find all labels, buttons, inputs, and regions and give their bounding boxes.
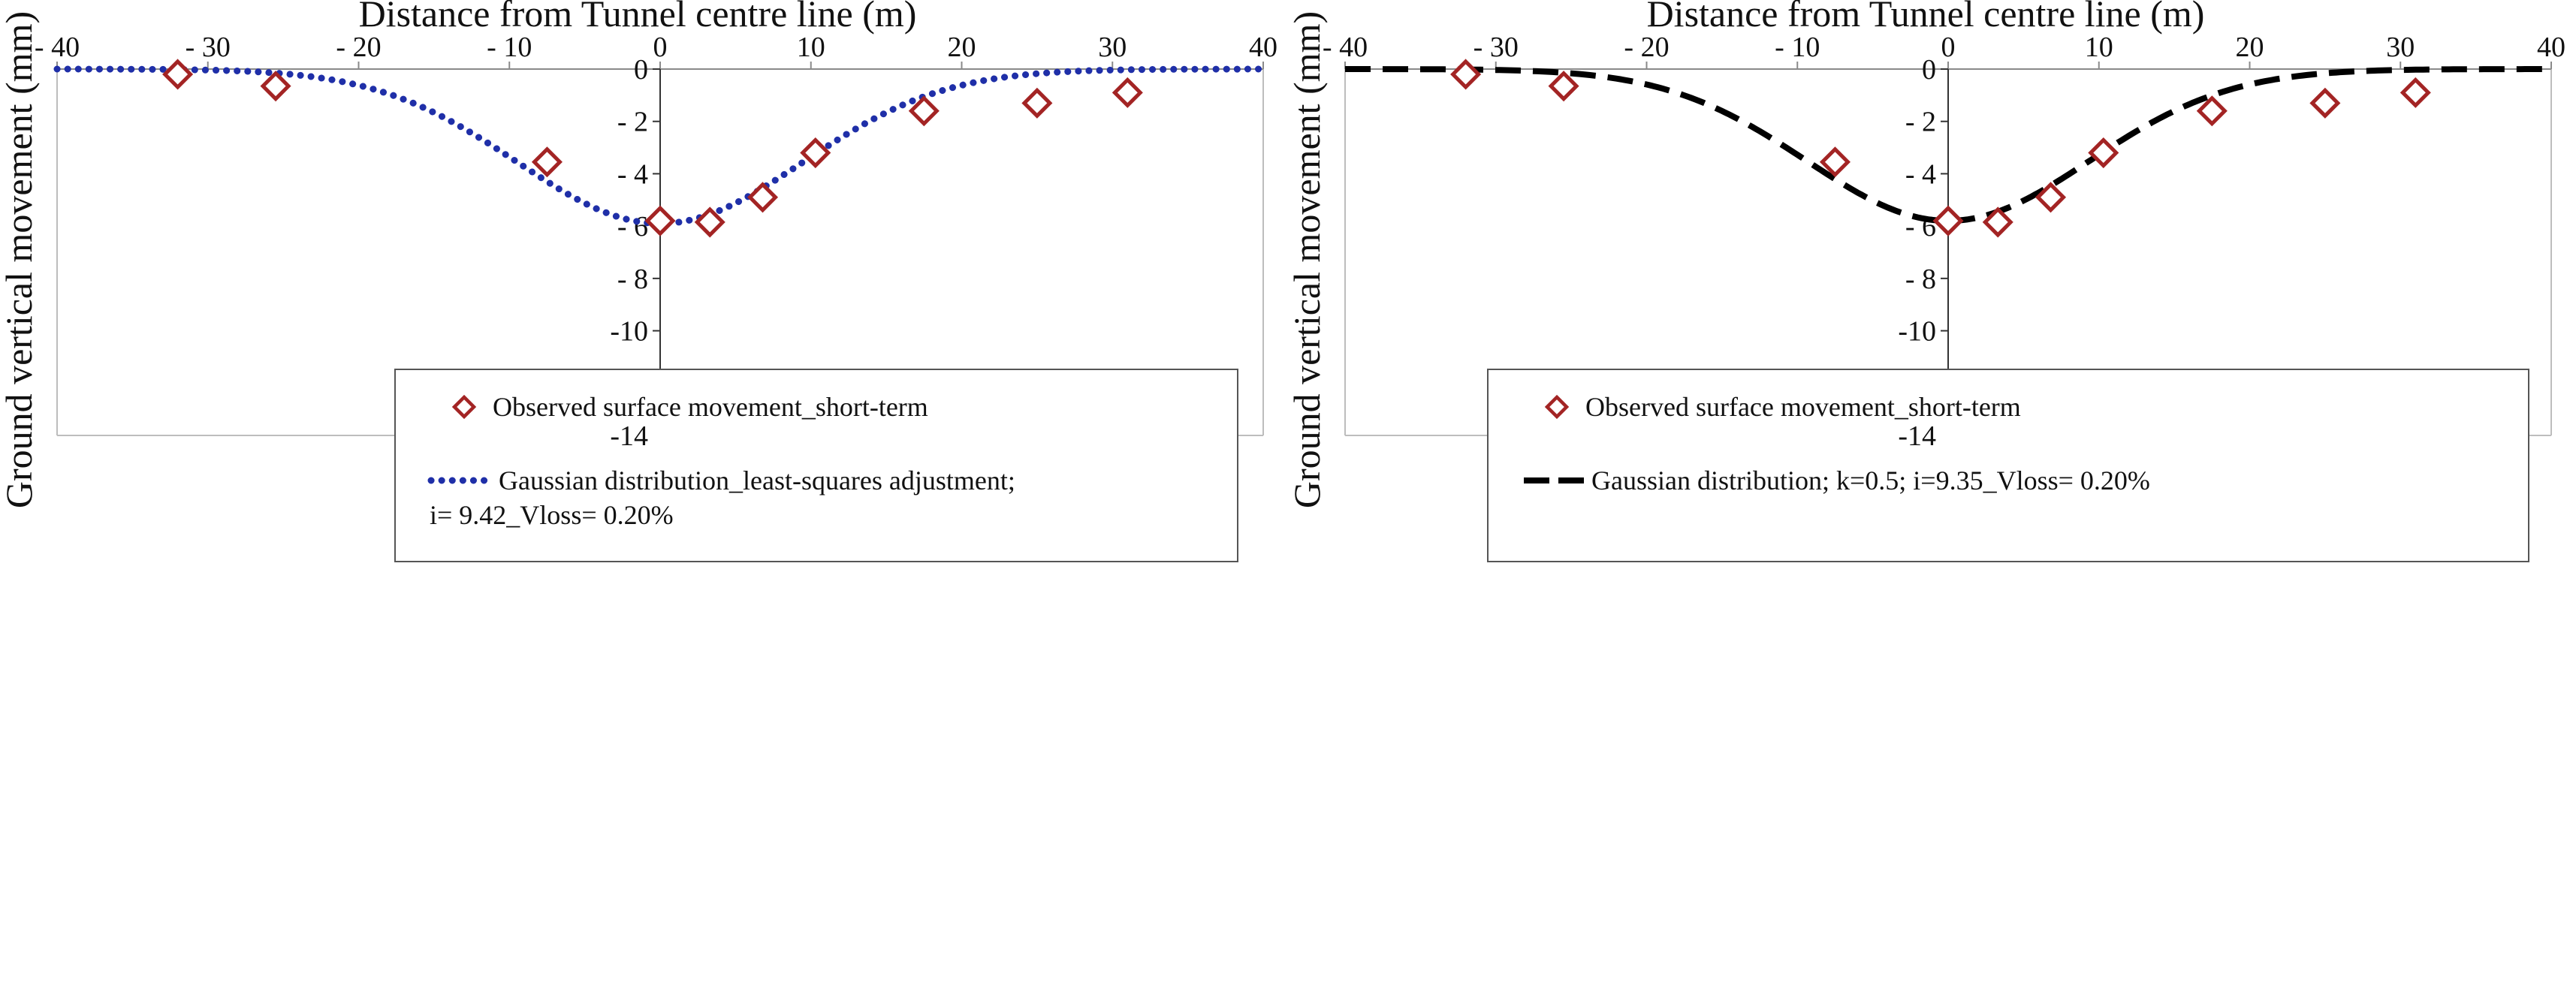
y-tick-label: - 8 [1905, 264, 1936, 295]
observed-point-diamond [162, 59, 194, 90]
observed-point-diamond [1450, 59, 1482, 90]
gaussian-curve [1345, 66, 2551, 224]
x-tick-label: 10 [797, 32, 825, 63]
legend-label-observed: Observed surface movement_short-term [1585, 392, 2021, 422]
observed-point-diamond [2035, 182, 2067, 213]
chart-panel-right: - 40- 30- 20- 10 0 10 20 30 40 0- 2- 4- 6- 8 -1… [1286, 0, 2565, 994]
x-tick-label: 30 [2386, 32, 2415, 63]
observed-point-diamond [1548, 71, 1579, 102]
observed-point-diamond [694, 206, 725, 238]
observed-point-diamond [260, 71, 291, 102]
y-tick-label-bottom: -14 [610, 420, 648, 452]
chart-panel-left: - 40 - 30 - 20 - 10 0 10 20 30 40 0 - 2 - 4 - 6 - 8 -1… [0, 0, 1277, 994]
x-tick-label: 30 [1098, 32, 1127, 63]
settlement-chart-least-squares: - 40 - 30 - 20 - 10 0 10 20 30 40 0 - 2 - 4 - 6 - 8 -1… [0, 0, 1277, 562]
y-tick-label: 0 [1922, 54, 1936, 86]
x-tick-label: 20 [948, 32, 976, 63]
x-tick-label: 20 [2236, 32, 2264, 63]
x-tick-label: 0 [653, 32, 668, 63]
observed-point-diamond [2088, 137, 2119, 169]
observed-point-diamond [2309, 87, 2341, 119]
y-tick-label: 0 [634, 54, 648, 86]
x-tick-label: 40 [2537, 32, 2565, 63]
legend-label-gaussian: Gaussian distribution_least-squares adju… [499, 465, 1015, 495]
y-tick-label: - 4 [617, 158, 648, 190]
y-tick-label: -10 [610, 316, 648, 348]
observed-point-diamond [1021, 87, 1053, 119]
observed-point-diamond [800, 137, 831, 169]
y-axis-title: Ground vertical movement (mm) [1286, 11, 1328, 508]
legend-label-gaussian-line2: i= 9.42_Vloss= 0.20% [430, 500, 674, 530]
observed-point-diamond [908, 95, 940, 127]
x-tick-label: - 40 [35, 32, 80, 63]
x-tick-label: - 20 [1624, 32, 1669, 63]
x-tick-label: - 10 [1775, 32, 1820, 63]
x-tick-label: - 30 [1474, 32, 1519, 63]
observed-point-diamond [1982, 206, 2013, 238]
observed-point-diamond [644, 205, 676, 236]
observed-point-diamond [531, 146, 563, 178]
observed-point-diamond [1819, 146, 1851, 178]
legend-marker-diamond [451, 394, 477, 420]
y-tick-label-bottom: -14 [1898, 420, 1936, 452]
x-tick-label: 40 [1249, 32, 1277, 63]
y-tick-label: - 6 [617, 211, 648, 242]
observed-point-diamond [1112, 77, 1143, 108]
x-axis-title: Distance from Tunnel centre line (m) [1647, 0, 2205, 35]
legend-label-observed: Observed surface movement_short-term [493, 392, 928, 422]
observed-point-diamond [2196, 95, 2228, 127]
settlement-chart-k-0-5: - 40- 30- 20- 10 0 10 20 30 400- 2- 4- 6- 8-1… [1286, 0, 2565, 562]
x-tick-label: - 30 [186, 32, 231, 63]
y-tick-label: - 2 [617, 107, 648, 138]
observed-point-diamond [747, 182, 779, 213]
x-tick-label: 0 [1941, 32, 1956, 63]
legend-box [1487, 369, 2529, 562]
y-axis-title: Ground vertical movement (mm) [0, 11, 40, 508]
legend-marker-diamond [1544, 394, 1570, 420]
legend-label-gaussian: Gaussian distribution; k=0.5; i=9.35_Vlo… [1591, 465, 2150, 495]
observed-point-diamond [1932, 205, 1964, 236]
y-tick-label: - 2 [1905, 107, 1936, 138]
legend-box [394, 369, 1238, 562]
x-axis-title: Distance from Tunnel centre line (m) [359, 0, 917, 35]
y-tick-label: -10 [1898, 316, 1936, 348]
y-tick-label: - 4 [1905, 158, 1936, 190]
x-tick-label: - 10 [487, 32, 532, 63]
x-tick-label: 10 [2085, 32, 2113, 63]
observed-point-diamond [2400, 77, 2431, 108]
x-tick-label: - 20 [336, 32, 381, 63]
y-tick-label: - 8 [617, 264, 648, 295]
x-tick-label: - 40 [1323, 32, 1368, 63]
